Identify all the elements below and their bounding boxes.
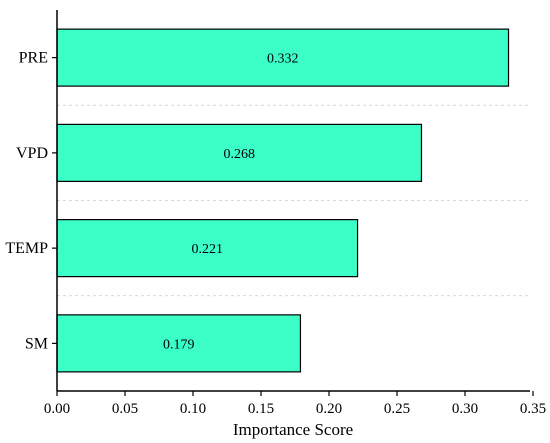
bar-value-label: 0.179 <box>163 337 195 352</box>
x-axis-ticks: 0.00 0.05 0.10 0.15 0.20 0.25 0.30 0.35 <box>44 391 546 417</box>
category-label-vpd: VPD <box>16 145 48 162</box>
category-label-pre: PRE <box>19 50 48 67</box>
x-tick-label: 0.00 <box>44 401 70 417</box>
bar-value-label: 0.221 <box>192 242 224 257</box>
x-tick-label: 0.10 <box>180 401 206 417</box>
y-axis-categories: PRE VPD TEMP SM <box>5 50 57 352</box>
x-tick-label: 0.35 <box>520 401 546 417</box>
x-tick-label: 0.25 <box>384 401 410 417</box>
bar-value-label: 0.268 <box>223 147 255 162</box>
bar-temp <box>56 219 359 278</box>
x-tick-label: 0.15 <box>248 401 274 417</box>
axes <box>56 10 530 392</box>
category-label-temp: TEMP <box>5 240 48 257</box>
x-tick-label: 0.30 <box>452 401 478 417</box>
x-tick-label: 0.05 <box>112 401 138 417</box>
category-label-sm: SM <box>25 335 48 352</box>
bar-value-label: 0.332 <box>267 52 299 67</box>
x-tick-label: 0.20 <box>316 401 342 417</box>
x-axis-title: Importance Score <box>233 420 353 439</box>
grid-lines <box>57 104 530 297</box>
